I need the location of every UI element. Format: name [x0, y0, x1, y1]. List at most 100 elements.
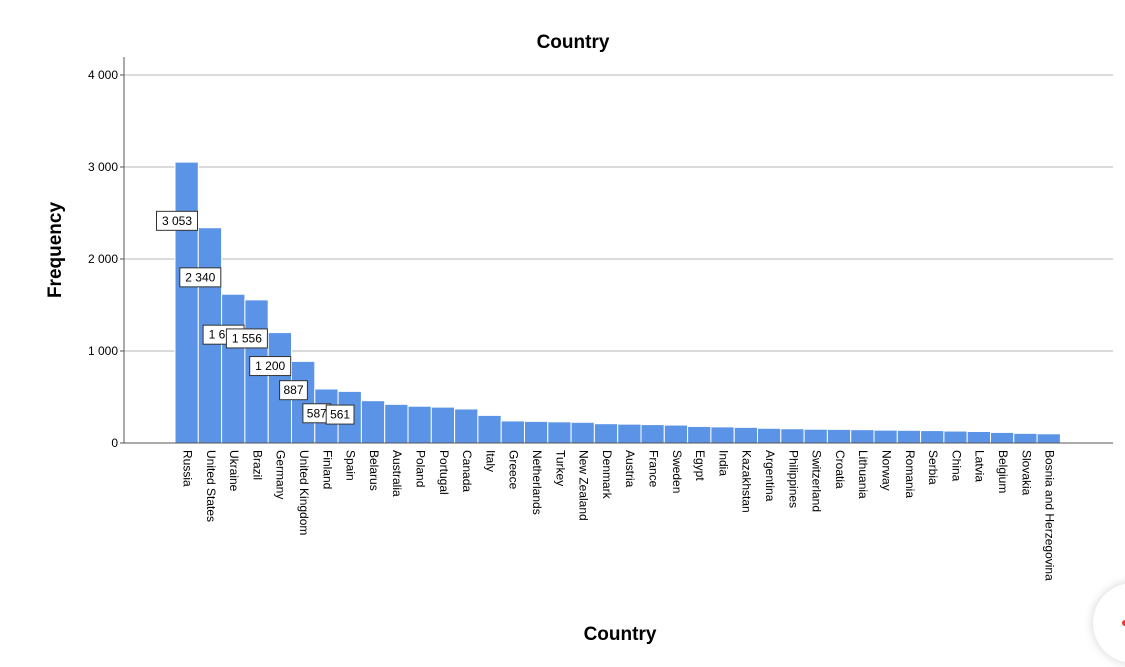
bar [663, 424, 689, 444]
bar [547, 421, 572, 444]
data-label-box [156, 210, 198, 231]
bar [617, 423, 642, 444]
category-label: Portugal [437, 450, 451, 495]
data-label-text: 561 [330, 408, 350, 422]
bar [850, 429, 875, 444]
data-label-box [179, 267, 222, 288]
category-label: China [949, 450, 963, 482]
category-label: Argentina [763, 450, 777, 502]
category-label: Spain [344, 450, 358, 481]
bar [221, 293, 246, 444]
category-label: Switzerland [810, 450, 824, 512]
chart-title: Country [537, 32, 610, 53]
category-label: Ukraine [227, 450, 241, 492]
category-label: Greece [507, 450, 521, 490]
category-label: Kazakhstan [740, 450, 754, 513]
bar [407, 405, 432, 444]
category-label: Lithuania [856, 450, 870, 499]
y-tick-label: 1 000 [88, 344, 118, 358]
data-label-text: 1 200 [255, 359, 285, 373]
bar [524, 420, 549, 444]
bar [640, 424, 665, 444]
category-label: Italy [483, 450, 497, 472]
category-label: United Kingdom [297, 450, 311, 535]
category-label: Denmark [600, 450, 614, 500]
bar [757, 427, 782, 444]
bar [873, 429, 898, 444]
bar [174, 161, 199, 444]
bar [500, 420, 526, 444]
data-label-text: 3 053 [162, 214, 192, 228]
category-label: Serbia [926, 450, 940, 485]
bar [430, 406, 456, 444]
category-label: Russia [180, 450, 194, 487]
data-label: 1 556 [225, 328, 268, 349]
data-label-box [325, 404, 355, 425]
axes [123, 57, 1113, 444]
category-label: Turkey [553, 450, 567, 486]
category-label: Latvia [973, 450, 987, 482]
category-label: Finland [320, 450, 334, 489]
category-label: Australia [390, 450, 404, 497]
category-label: United States [204, 450, 218, 522]
y-tick-label: 3 000 [88, 160, 118, 174]
bar [454, 408, 479, 444]
bar [826, 428, 852, 444]
data-label-text: 587 [307, 406, 327, 420]
category-labels: Russia United States Ukraine Brazil Germany U… [180, 450, 1056, 581]
x-axis-title: Country [584, 624, 657, 645]
data-label: 1 200 [249, 356, 292, 377]
bar [803, 428, 828, 444]
bar [291, 360, 316, 444]
bar [733, 426, 759, 444]
category-label: Canada [460, 450, 474, 492]
bar [477, 414, 502, 444]
category-label: New Zealand [577, 450, 591, 521]
category-label: Brazil [250, 450, 264, 480]
data-label-box [225, 328, 268, 349]
bar [920, 430, 945, 444]
bar [1036, 433, 1061, 444]
notification-dot-icon [1122, 620, 1125, 626]
category-label: India [716, 450, 730, 476]
bar [384, 403, 409, 444]
bar [710, 426, 735, 444]
data-label: 2 340 [179, 267, 222, 288]
category-label: Germany [274, 450, 288, 499]
category-label: Netherlands [530, 450, 544, 515]
y-tick-labels: 0 1 000 2 000 3 000 4 000 [88, 68, 124, 450]
y-tick-label: 2 000 [88, 252, 118, 266]
data-label-text: 2 340 [185, 270, 215, 284]
y-axis-title: Frequency [45, 202, 66, 299]
bar [593, 423, 619, 444]
category-label: Slovakia [1019, 450, 1033, 496]
bar [966, 431, 992, 444]
category-label: Belgium [996, 450, 1010, 493]
bar [360, 400, 386, 444]
bar [780, 428, 805, 444]
data-label-text: 887 [283, 383, 303, 397]
category-label: Belarus [367, 450, 381, 491]
bar [943, 430, 968, 444]
data-label: 3 053 [156, 210, 198, 231]
category-label: France [646, 450, 660, 488]
bars [174, 161, 1061, 444]
category-label: Romania [903, 450, 917, 498]
data-label-box [279, 380, 308, 401]
category-label: Philippines [786, 450, 800, 508]
category-label: Poland [413, 450, 427, 487]
bar [990, 431, 1015, 444]
category-label: Sweden [670, 450, 684, 493]
category-label: Norway [879, 450, 893, 491]
gridlines [124, 74, 1113, 352]
data-label: 561 [325, 404, 355, 425]
bar [896, 429, 922, 444]
data-label-box [249, 356, 292, 377]
category-label: Austria [623, 450, 637, 488]
bar [687, 425, 712, 444]
y-tick-label: 0 [111, 436, 118, 450]
bar [570, 421, 595, 444]
bar [1013, 432, 1038, 444]
